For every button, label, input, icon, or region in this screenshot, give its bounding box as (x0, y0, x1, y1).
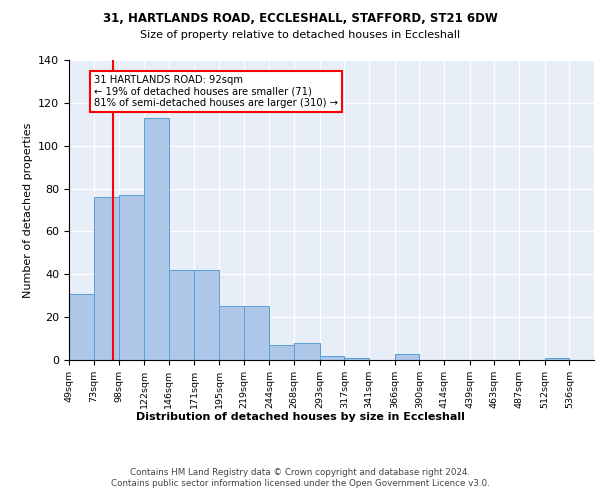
Bar (320, 356, 344, 360)
Bar (219, 306, 244, 360)
Bar (269, 345, 294, 360)
Bar (119, 195, 144, 360)
Bar (344, 358, 369, 360)
Text: 31, HARTLANDS ROAD, ECCLESHALL, STAFFORD, ST21 6DW: 31, HARTLANDS ROAD, ECCLESHALL, STAFFORD… (103, 12, 497, 26)
Text: Contains HM Land Registry data © Crown copyright and database right 2024.
Contai: Contains HM Land Registry data © Crown c… (110, 468, 490, 487)
Bar (69, 294, 94, 360)
Bar (169, 270, 194, 360)
Bar (194, 270, 219, 360)
Y-axis label: Number of detached properties: Number of detached properties (23, 122, 32, 298)
Bar (94, 197, 119, 360)
Text: 31 HARTLANDS ROAD: 92sqm
← 19% of detached houses are smaller (71)
81% of semi-d: 31 HARTLANDS ROAD: 92sqm ← 19% of detach… (94, 75, 338, 108)
Bar (244, 306, 269, 360)
Bar (294, 343, 320, 360)
Bar (144, 118, 169, 360)
Text: Size of property relative to detached houses in Eccleshall: Size of property relative to detached ho… (140, 30, 460, 40)
Text: Distribution of detached houses by size in Eccleshall: Distribution of detached houses by size … (136, 412, 464, 422)
Bar (545, 358, 569, 360)
Bar (395, 354, 419, 360)
